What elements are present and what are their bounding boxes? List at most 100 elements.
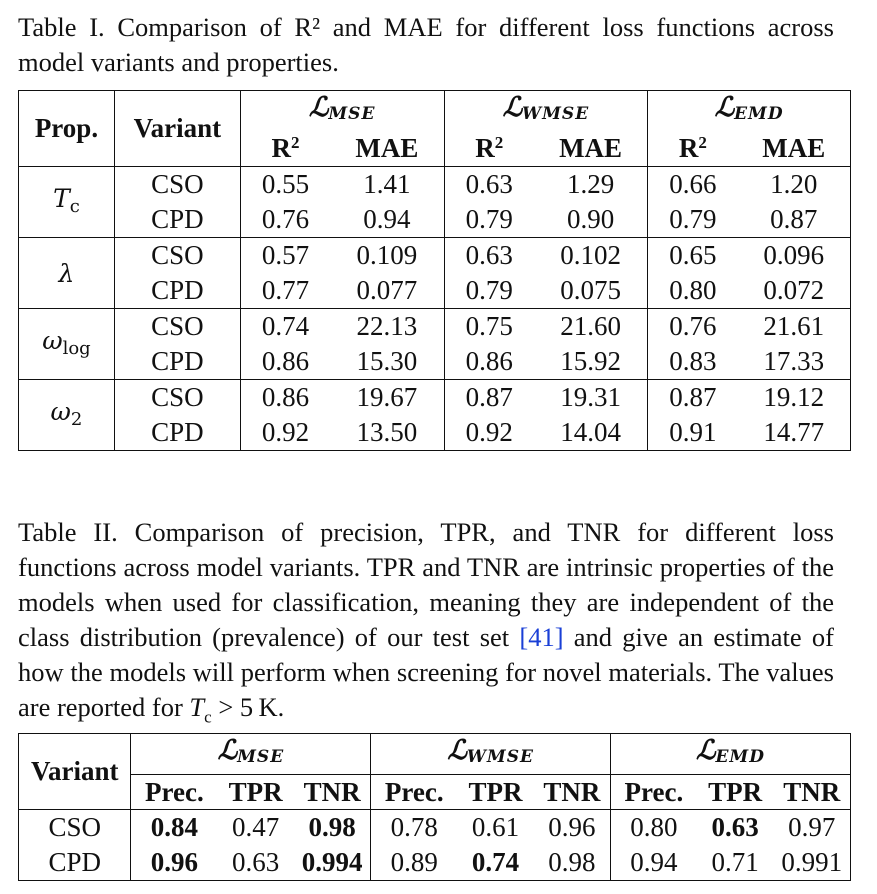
mae-cell: 0.072 [763,275,825,305]
header-tnr: TNR [293,774,371,810]
r2-cell: 0.87 [443,379,534,415]
mae-cell: 0.94 [363,204,411,234]
mae-cell: 0.102 [533,237,648,273]
mae-cell: 1.29 [566,169,615,199]
r2-cell: 0.83 [647,344,738,380]
prec-cell: 0.80 [610,809,697,845]
r2-cell: 0.79 [443,273,534,309]
r2-cell: 0.91 [647,415,738,451]
header-tnr: TNR [773,774,851,810]
table-row: CSO 0.84 0.47 0.98 0.78 0.61 0.96 0.80 0.63 0.97 [18,809,851,845]
header-prec: Prec. [610,774,697,810]
header-tpr: TPR [217,774,294,810]
mae-cell: 15.92 [560,346,621,376]
variant-cell: CPD [113,344,241,380]
r2-cell: 0.92 [239,415,331,451]
variant-cell: CSO [113,308,241,344]
header-mae: MAE [533,131,648,167]
mae-cell: 0.109 [330,237,445,273]
table-row: CPD 0.86 15.30 0.86 15.92 0.83 17.33 [19,344,851,380]
mae-cell: 0.096 [737,237,851,273]
tnr-cell: 0.991 [781,847,843,877]
property-cell: Tc [53,183,80,217]
mae-cell: 1.20 [770,169,818,199]
r2-cell: 0.74 [239,308,331,344]
r2-cell: 0.86 [239,344,331,380]
r2-cell: 0.63 [443,237,534,273]
header-variant: Variant [30,756,119,786]
mae-cell: 13.50 [356,417,418,447]
header-mae: MAE [330,131,445,167]
prec-cell: 0.78 [370,809,458,845]
r2-cell: 0.75 [443,308,534,344]
mae-cell: 14.04 [560,417,621,447]
mae-cell: 0.87 [770,204,818,234]
loss-wmse-header: ℒWMSE [370,733,611,775]
tpr-cell: 0.71 [711,847,759,877]
table-row: CPD 0.76 0.94 0.79 0.90 0.79 0.87 [19,202,851,238]
r2-cell: 0.66 [647,166,738,202]
variant-cell: CSO [113,237,241,273]
table1: Prop. Variant ℒMSE ℒWMSE ℒEMD R2 MAE R2 … [18,90,851,451]
r2-cell: 0.76 [647,308,738,344]
mae-cell: 14.77 [763,417,825,447]
mae-cell: 19.67 [330,379,445,415]
loss-mse-header: ℒMSE [239,90,445,131]
variant-cell: CPD [48,847,101,877]
r2-cell: 0.92 [443,415,534,451]
tnr-cell: 0.96 [533,809,611,845]
header-r2: R2 [239,131,331,167]
r2-cell: 0.77 [239,273,331,309]
variant-cell: CPD [113,415,241,451]
table-row: CPD 0.77 0.077 0.79 0.075 0.80 0.072 [19,273,851,309]
r2-cell: 0.65 [647,237,738,273]
mae-cell: 19.12 [737,379,851,415]
r2-cell: 0.86 [239,379,331,415]
mae-cell: 21.61 [737,308,851,344]
variant-cell: CSO [113,166,241,202]
variant-cell: CPD [113,202,241,238]
table2-caption: Table II. Comparison of precision, TPR, … [18,517,834,727]
variant-cell: CPD [113,273,241,309]
table-row: ωlog CSO 0.74 22.13 0.75 21.60 0.76 21.61 [18,308,851,380]
loss-emd-header: ℒEMD [610,733,851,775]
r2-cell: 0.76 [239,202,331,238]
property-cell: λ [18,237,115,309]
prec-cell: 0.96 [130,845,218,881]
tpr-cell: 0.63 [696,809,774,845]
property-cell: ω2 [18,379,115,451]
mae-cell: 1.41 [363,169,411,199]
table2: Variant ℒMSE ℒWMSE ℒEMD Prec. TPR TNR Pr… [18,733,851,881]
variant-cell: CSO [18,809,131,845]
tnr-cell: 0.97 [773,809,851,845]
r2-cell: 0.57 [239,237,331,273]
tnr-cell: 0.994 [301,847,363,877]
table-row: λ CSO 0.57 0.109 0.63 0.102 0.65 0.096 [18,237,851,309]
mae-cell: 19.31 [533,379,648,415]
header-prec: Prec. [130,774,218,810]
r2-cell: 0.80 [647,273,738,309]
tnr-cell: 0.98 [548,847,596,877]
r2-cell: 0.79 [647,202,738,238]
r2-cell: 0.55 [239,166,331,202]
prec-cell: 0.89 [370,845,458,881]
loss-mse-header: ℒMSE [130,733,371,775]
header-prec: Prec. [370,774,458,810]
header-r2: R2 [647,131,738,167]
header-variant: Variant [113,90,241,167]
r2-cell: 0.86 [443,344,534,380]
header-tnr: TNR [533,774,611,810]
table-row: Tc CSO 0.55 1.41 0.63 1.29 0.66 1.20 [19,166,851,217]
header-prop: Prop. [18,90,115,167]
r2-cell: 0.87 [647,379,738,415]
tpr-cell: 0.61 [457,809,534,845]
table-row: ω2 CSO 0.86 19.67 0.87 19.31 0.87 19.12 [18,379,851,451]
table-row: CPD 0.92 13.50 0.92 14.04 0.91 14.77 [19,415,851,451]
tpr-cell: 0.63 [231,847,280,877]
loss-emd-header: ℒEMD [647,90,851,131]
tnr-cell: 0.98 [293,809,371,845]
header-tpr: TPR [457,774,534,810]
citation-link[interactable]: [41] [519,622,564,652]
table-row: CPD 0.96 0.63 0.994 0.89 0.74 0.98 0.94 0.71 0.99… [19,845,851,881]
mae-cell: 0.90 [566,204,615,234]
